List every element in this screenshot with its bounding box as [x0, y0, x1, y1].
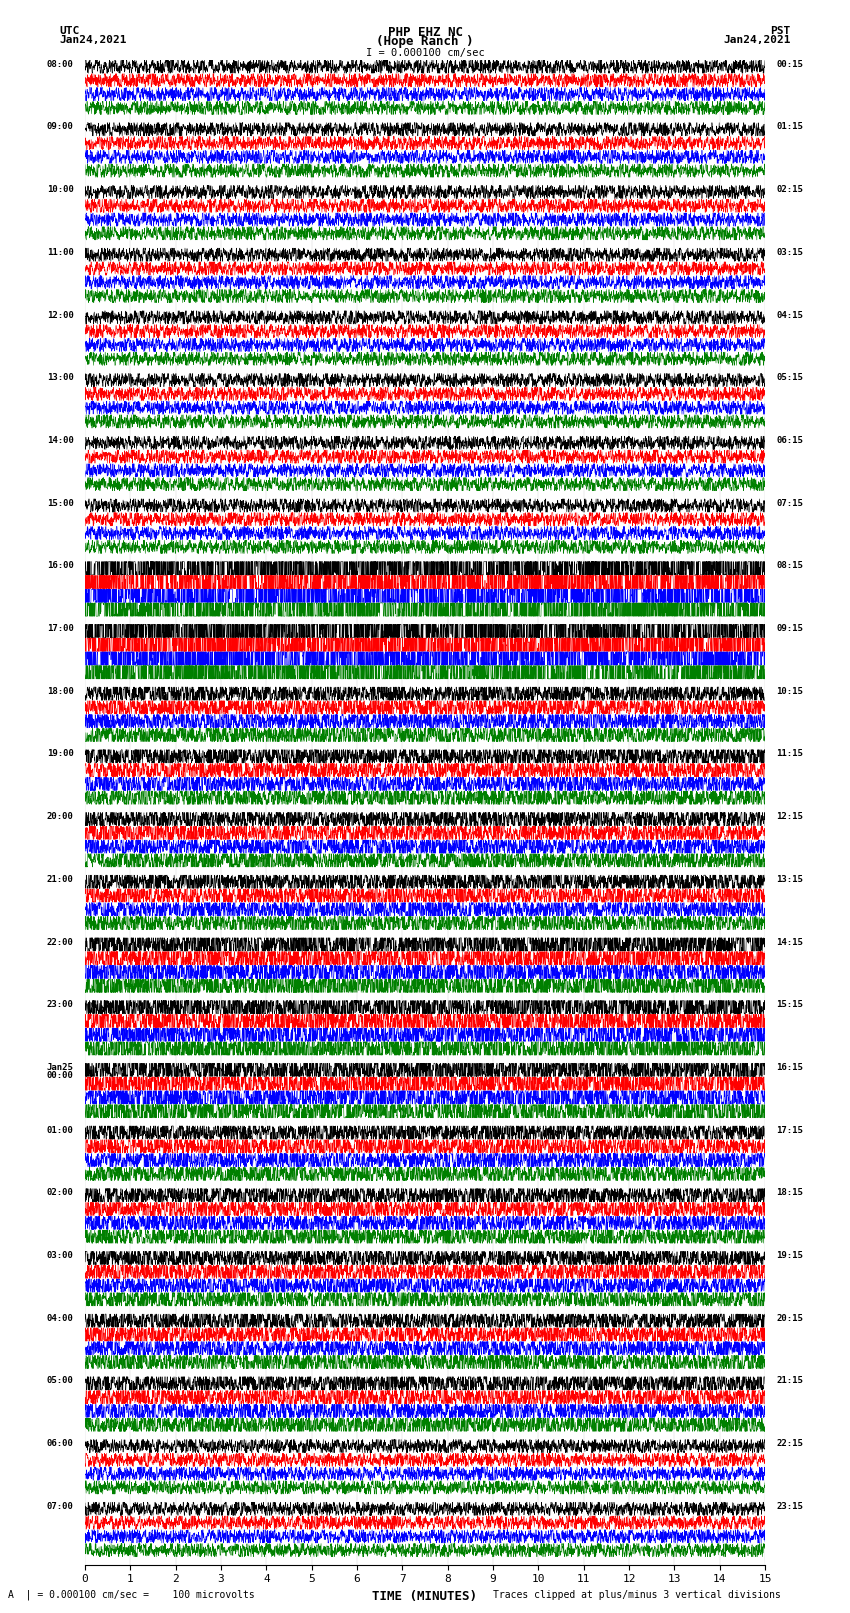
Text: 09:00: 09:00 — [47, 123, 74, 131]
Text: 15:00: 15:00 — [47, 498, 74, 508]
Text: 19:15: 19:15 — [776, 1252, 803, 1260]
Text: (Hope Ranch ): (Hope Ranch ) — [377, 35, 473, 48]
Text: 06:00: 06:00 — [47, 1439, 74, 1448]
Text: 02:00: 02:00 — [47, 1189, 74, 1197]
Text: 00:15: 00:15 — [776, 60, 803, 69]
Text: 09:15: 09:15 — [776, 624, 803, 632]
Text: 03:00: 03:00 — [47, 1252, 74, 1260]
Text: Jan24,2021: Jan24,2021 — [723, 35, 791, 45]
Text: 17:15: 17:15 — [776, 1126, 803, 1134]
Text: 13:15: 13:15 — [776, 874, 803, 884]
Text: 12:15: 12:15 — [776, 813, 803, 821]
Text: Jan24,2021: Jan24,2021 — [60, 35, 127, 45]
Text: 08:00: 08:00 — [47, 60, 74, 69]
Text: Traces clipped at plus/minus 3 vertical divisions: Traces clipped at plus/minus 3 vertical … — [493, 1590, 781, 1600]
Text: 15:15: 15:15 — [776, 1000, 803, 1010]
Text: 22:15: 22:15 — [776, 1439, 803, 1448]
Text: 22:00: 22:00 — [47, 937, 74, 947]
Text: 19:00: 19:00 — [47, 750, 74, 758]
Text: 14:00: 14:00 — [47, 436, 74, 445]
Text: UTC: UTC — [60, 26, 80, 35]
Text: 16:00: 16:00 — [47, 561, 74, 571]
Text: 06:15: 06:15 — [776, 436, 803, 445]
Text: 08:15: 08:15 — [776, 561, 803, 571]
Text: A  | = 0.000100 cm/sec =    100 microvolts: A | = 0.000100 cm/sec = 100 microvolts — [8, 1589, 255, 1600]
Text: 21:15: 21:15 — [776, 1376, 803, 1386]
Text: 01:15: 01:15 — [776, 123, 803, 131]
Text: 04:15: 04:15 — [776, 311, 803, 319]
Text: I = 0.000100 cm/sec: I = 0.000100 cm/sec — [366, 48, 484, 58]
Text: 23:15: 23:15 — [776, 1502, 803, 1511]
Text: PST: PST — [770, 26, 790, 35]
Text: Jan25
00:00: Jan25 00:00 — [47, 1063, 74, 1081]
Text: 18:15: 18:15 — [776, 1189, 803, 1197]
Text: 20:15: 20:15 — [776, 1315, 803, 1323]
Text: 04:00: 04:00 — [47, 1315, 74, 1323]
Text: 16:15: 16:15 — [776, 1063, 803, 1073]
Text: 13:00: 13:00 — [47, 373, 74, 382]
Text: 07:00: 07:00 — [47, 1502, 74, 1511]
Text: 07:15: 07:15 — [776, 498, 803, 508]
Text: 14:15: 14:15 — [776, 937, 803, 947]
Text: 05:00: 05:00 — [47, 1376, 74, 1386]
Text: PHP EHZ NC: PHP EHZ NC — [388, 26, 462, 39]
Text: 05:15: 05:15 — [776, 373, 803, 382]
Text: 20:00: 20:00 — [47, 813, 74, 821]
Text: 18:00: 18:00 — [47, 687, 74, 695]
Text: 10:15: 10:15 — [776, 687, 803, 695]
Text: 01:00: 01:00 — [47, 1126, 74, 1134]
X-axis label: TIME (MINUTES): TIME (MINUTES) — [372, 1590, 478, 1603]
Text: 17:00: 17:00 — [47, 624, 74, 632]
Text: 02:15: 02:15 — [776, 185, 803, 194]
Text: 23:00: 23:00 — [47, 1000, 74, 1010]
Text: 10:00: 10:00 — [47, 185, 74, 194]
Text: 11:15: 11:15 — [776, 750, 803, 758]
Text: 21:00: 21:00 — [47, 874, 74, 884]
Text: 12:00: 12:00 — [47, 311, 74, 319]
Text: 03:15: 03:15 — [776, 248, 803, 256]
Text: 11:00: 11:00 — [47, 248, 74, 256]
